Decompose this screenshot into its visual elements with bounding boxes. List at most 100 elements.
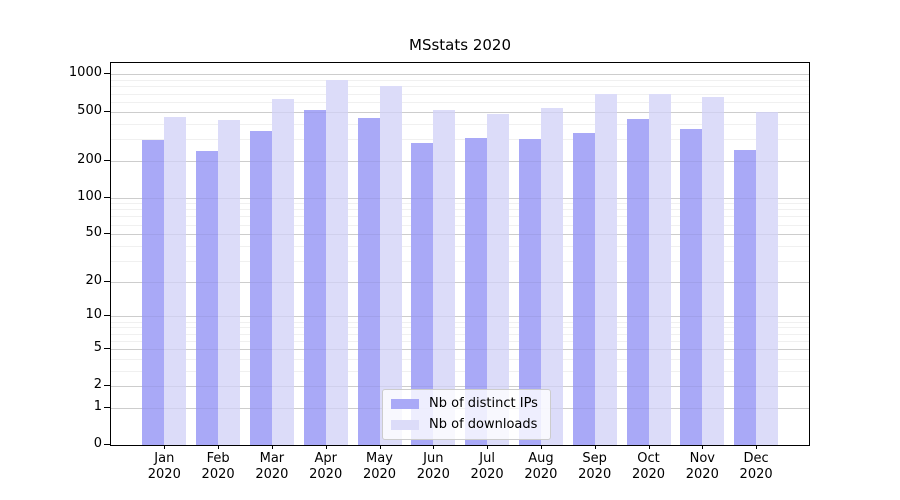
gridline-overlay <box>111 281 809 283</box>
minor-gridline <box>111 93 809 95</box>
minor-gridline <box>111 101 809 103</box>
minor-gridline <box>111 209 809 211</box>
y-tick-label: 50 <box>85 225 102 241</box>
y-tick-mark <box>104 385 110 387</box>
x-tick-mark <box>433 445 435 449</box>
x-tick-year: 2020 <box>362 467 397 482</box>
bar-downloads-may <box>379 86 402 445</box>
y-tick-label: 2 <box>93 377 102 393</box>
minor-gridline <box>111 203 809 205</box>
bar-downloads-nov <box>702 97 725 445</box>
gridline-overlay <box>111 74 809 76</box>
x-tick-label: May 2020 <box>352 451 408 483</box>
y-tick-mark <box>104 406 110 408</box>
x-tick-mark <box>164 445 166 449</box>
minor-gridline <box>111 321 809 323</box>
x-tick-mark <box>271 445 273 449</box>
bar-downloads-dec <box>756 111 779 445</box>
x-tick-label: Mar 2020 <box>244 451 300 483</box>
x-tick-label: Apr 2020 <box>298 451 354 483</box>
x-tick-year: 2020 <box>578 467 612 482</box>
y-tick-mark <box>104 347 110 349</box>
x-tick-month: Aug <box>528 451 554 466</box>
y-tick-mark <box>104 110 110 112</box>
y-tick-mark <box>104 73 110 75</box>
bar-ips-aug <box>518 139 541 445</box>
x-tick-mark <box>648 445 650 449</box>
x-tick-mark <box>487 445 489 449</box>
bar-ips-nov <box>680 129 703 445</box>
y-tick-label: 1000 <box>68 65 102 81</box>
y-tick-mark <box>104 280 110 282</box>
x-tick-year: 2020 <box>631 467 666 482</box>
gridline-overlay <box>111 160 809 162</box>
legend-label-downloads: Nb of downloads <box>429 417 538 432</box>
x-tick-mark <box>702 445 704 449</box>
bar-ips-oct <box>626 119 649 445</box>
bar-downloads-apr <box>325 79 348 445</box>
x-tick-month: Sep <box>582 451 607 466</box>
x-tick-month: May <box>366 451 393 466</box>
gridline-overlay <box>111 197 809 199</box>
minor-gridline <box>111 86 809 88</box>
y-tick-label: 1 <box>93 398 102 414</box>
legend-row: Nb of downloads <box>391 416 538 433</box>
x-tick-mark <box>594 445 596 449</box>
y-tick-label: 20 <box>85 272 102 288</box>
major-gridline <box>111 160 809 162</box>
minor-gridline <box>111 138 809 140</box>
x-tick-mark <box>325 445 327 449</box>
y-tick-mark <box>104 444 110 445</box>
x-tick-label: Jan 2020 <box>136 451 192 483</box>
x-tick-year: 2020 <box>147 467 181 482</box>
bar-ips-apr <box>303 110 326 445</box>
legend-row: Nb of distinct IPs <box>391 395 538 412</box>
y-tick-mark <box>104 315 110 317</box>
x-tick-label: Nov 2020 <box>674 451 730 483</box>
x-tick-label: Feb 2020 <box>190 451 246 483</box>
minor-gridline <box>111 123 809 125</box>
bar-ips-jan <box>142 139 165 445</box>
bar-ips-may <box>357 117 380 445</box>
x-tick-year: 2020 <box>470 467 504 482</box>
x-tick-mark <box>540 445 542 449</box>
legend-swatch-downloads <box>391 419 419 430</box>
major-gridline <box>111 74 809 76</box>
major-gridline <box>111 348 809 350</box>
minor-gridline <box>111 340 809 342</box>
gridline-overlay <box>111 316 809 318</box>
bar-downloads-feb <box>218 119 241 445</box>
y-tick-label: 10 <box>85 307 102 323</box>
legend: Nb of distinct IPs Nb of downloads <box>382 389 551 440</box>
x-tick-year: 2020 <box>416 467 450 482</box>
bar-downloads-jan <box>164 117 187 445</box>
y-tick-label: 5 <box>93 339 102 355</box>
y-tick-mark <box>104 196 110 198</box>
legend-swatch-distinct-ips <box>391 398 419 409</box>
minor-gridline <box>111 333 809 335</box>
bar-ips-jul <box>465 138 488 445</box>
minor-gridline <box>111 245 809 247</box>
bar-ips-dec <box>734 149 757 445</box>
x-tick-label: Dec 2020 <box>728 451 784 483</box>
minor-gridline <box>111 327 809 329</box>
x-tick-month: Jun <box>423 451 444 466</box>
x-tick-mark <box>218 445 220 449</box>
bar-downloads-jul <box>487 114 510 445</box>
x-tick-mark <box>379 445 381 449</box>
y-tick-label: 500 <box>77 102 102 118</box>
gridline-overlay <box>111 111 809 113</box>
minor-gridline <box>111 224 809 226</box>
major-gridline <box>111 316 809 318</box>
major-gridline <box>111 197 809 199</box>
y-tick-mark <box>104 233 110 235</box>
gridline-overlay <box>111 386 809 388</box>
bar-ips-feb <box>196 150 219 445</box>
x-tick-month: Jan <box>154 451 175 466</box>
major-gridline <box>111 386 809 388</box>
x-tick-month: Oct <box>637 451 660 466</box>
x-tick-month: Feb <box>206 451 230 466</box>
y-tick-label: 100 <box>77 188 102 204</box>
y-tick-mark <box>104 159 110 161</box>
gridline-overlay <box>111 348 809 350</box>
